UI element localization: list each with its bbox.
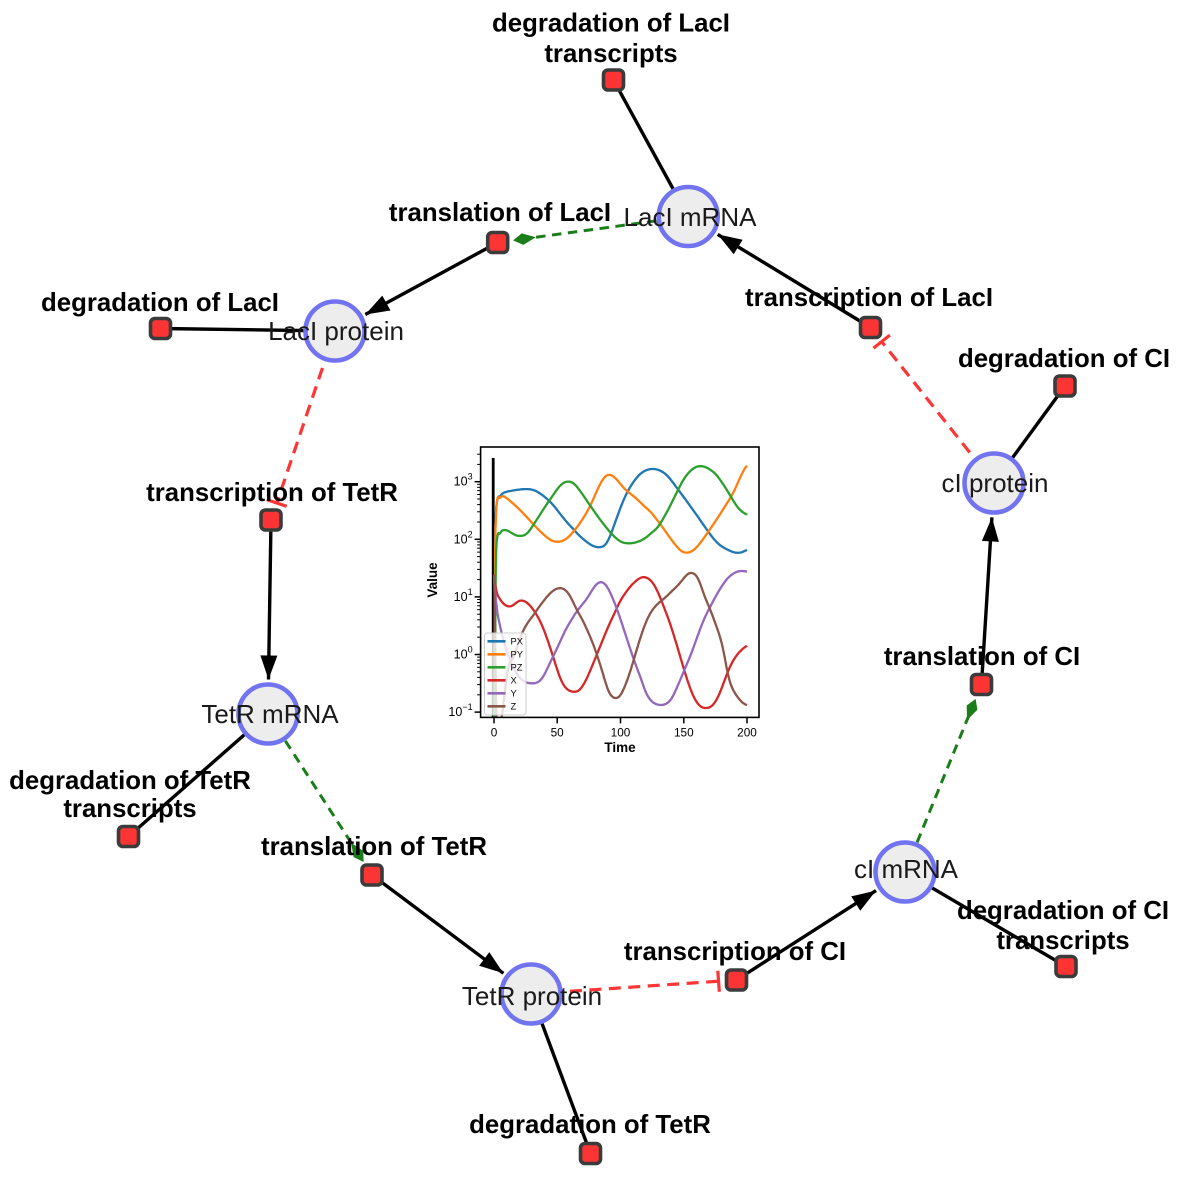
svg-text:degradation of LacI: degradation of LacI	[41, 289, 279, 317]
svg-text:LacI mRNA: LacI mRNA	[624, 202, 758, 232]
svg-text:degradation of TetR: degradation of TetR	[9, 767, 251, 795]
svg-text:50: 50	[551, 726, 565, 740]
svg-text:PY: PY	[511, 650, 523, 660]
svg-text:Value: Value	[425, 562, 440, 598]
svg-text:PZ: PZ	[511, 663, 523, 673]
svg-text:X: X	[511, 676, 517, 686]
svg-text:translation of TetR: translation of TetR	[261, 833, 487, 861]
svg-text:100: 100	[611, 726, 631, 740]
svg-text:transcription of TetR: transcription of TetR	[146, 479, 398, 507]
svg-text:translation of CI: translation of CI	[884, 643, 1080, 671]
svg-text:degradation of LacI: degradation of LacI	[492, 10, 730, 38]
svg-text:TetR protein: TetR protein	[462, 981, 602, 1011]
svg-text:200: 200	[737, 726, 757, 740]
svg-text:transcription of CI: transcription of CI	[624, 938, 846, 966]
svg-text:transcripts: transcripts	[544, 40, 677, 68]
svg-text:transcripts: transcripts	[63, 795, 196, 823]
svg-text:degradation of CI: degradation of CI	[958, 345, 1170, 373]
svg-text:degradation of CI: degradation of CI	[957, 897, 1169, 925]
svg-text:LacI protein: LacI protein	[268, 316, 404, 346]
svg-text:transcripts: transcripts	[996, 927, 1129, 955]
svg-text:degradation of TetR: degradation of TetR	[469, 1111, 711, 1139]
svg-text:TetR mRNA: TetR mRNA	[201, 699, 339, 729]
svg-text:PX: PX	[511, 637, 523, 647]
svg-text:0: 0	[491, 726, 498, 740]
svg-text:Time: Time	[604, 740, 636, 755]
svg-text:translation of LacI: translation of LacI	[389, 199, 611, 227]
svg-text:Y: Y	[511, 689, 517, 699]
svg-text:cI protein: cI protein	[942, 468, 1049, 498]
svg-text:Z: Z	[511, 702, 517, 712]
svg-text:150: 150	[674, 726, 694, 740]
svg-text:cI mRNA: cI mRNA	[854, 854, 959, 884]
svg-text:transcription of LacI: transcription of LacI	[745, 284, 993, 312]
